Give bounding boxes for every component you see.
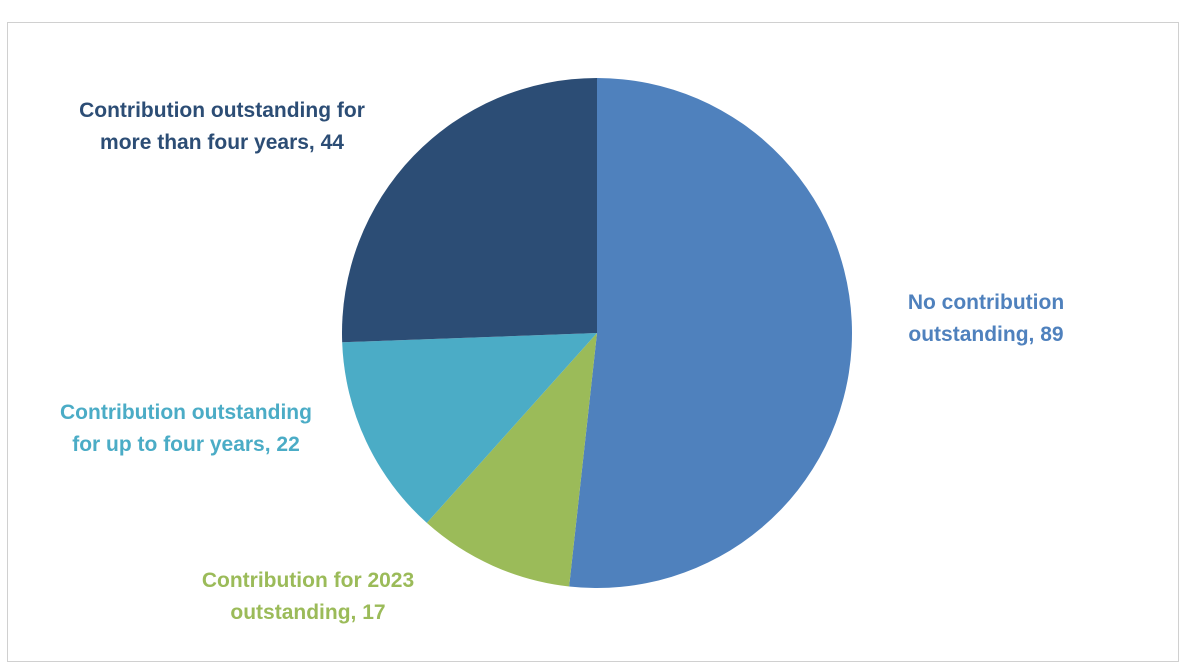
pie-slices — [342, 78, 853, 588]
pie-slice-4 — [342, 78, 597, 343]
figure-caption — [0, 0, 1179, 18]
data-label-3-line-2: for up to four years, 22 — [72, 433, 300, 456]
data-label-3: Contribution outstanding for up to four y… — [60, 401, 312, 456]
data-label-1: No contribution outstanding, 89 — [908, 291, 1064, 346]
data-label-2-line-2: outstanding, 17 — [230, 601, 385, 624]
pie-slice-3 — [342, 333, 597, 523]
pie-slice-2 — [426, 333, 597, 587]
data-label-1-line-2: outstanding, 89 — [908, 323, 1063, 346]
chart-area: No contribution outstanding, 89 Contributi… — [7, 22, 1179, 662]
data-label-1-line-1: No contribution — [908, 291, 1064, 314]
data-label-2: Contribution for 2023 outstanding, 17 — [202, 569, 414, 624]
data-label-3-line-1: Contribution outstanding — [60, 401, 312, 424]
data-label-4-line-2: more than four years, 44 — [100, 131, 344, 154]
data-label-4-line-1: Contribution outstanding for — [79, 99, 365, 122]
pie-chart: No contribution outstanding, 89 Contributi… — [60, 78, 1064, 624]
data-label-4: Contribution outstanding for more than fo… — [79, 99, 365, 154]
data-labels: No contribution outstanding, 89 Contributi… — [60, 99, 1064, 624]
pie-slice-1 — [569, 78, 853, 588]
data-label-2-line-1: Contribution for 2023 — [202, 569, 414, 592]
